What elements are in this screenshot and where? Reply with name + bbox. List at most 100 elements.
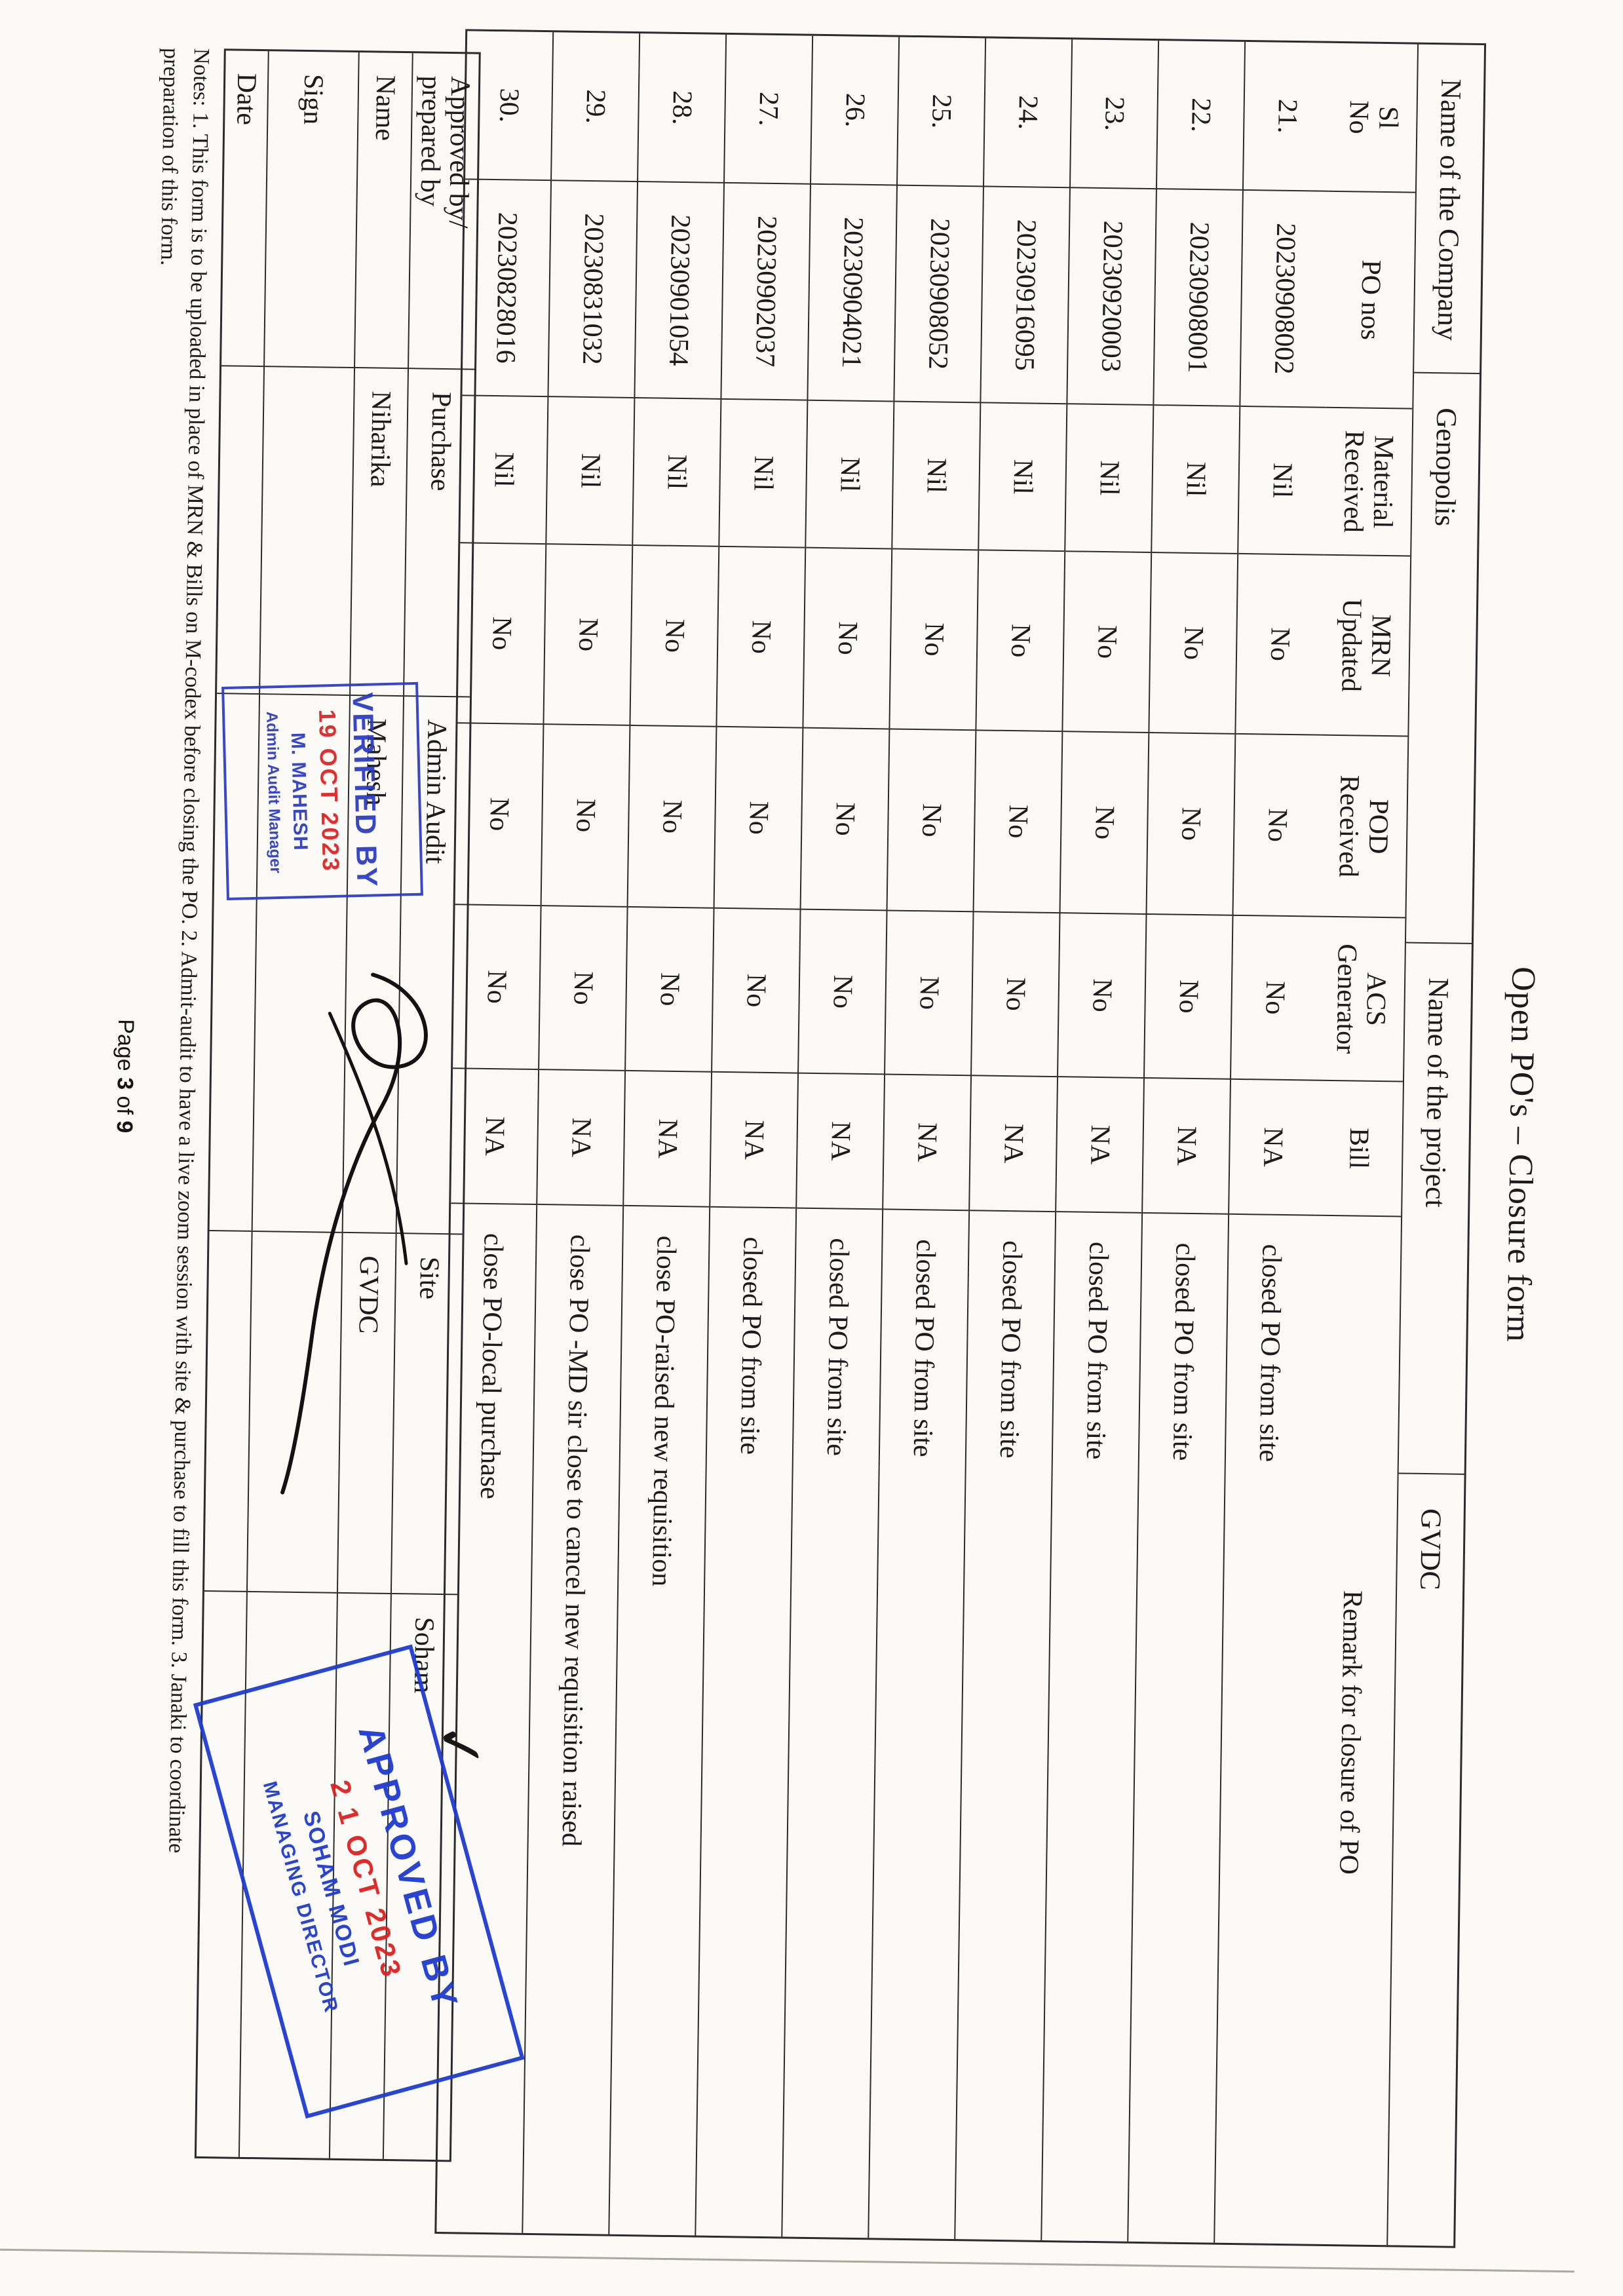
cell-material: Nil [633,397,721,546]
column-header-4: POD Received [1318,734,1408,917]
cell-acs: No [1145,913,1232,1079]
verified-stamp: VERIFIED BY 19 OCT 2023 M. MAHESH Admin … [221,681,423,901]
cell-sl: 23. [1099,96,1130,132]
cell-po: 20230908002 [1240,189,1329,407]
column-header-0: Sl No [1343,100,1403,134]
cell-material: Nil [892,400,980,550]
cell-material: Nil [806,399,894,548]
column-header-3: MRN Updated [1321,554,1411,736]
company-label: Name of the Company [1432,79,1468,341]
footer-page-number: 3 [112,1077,138,1090]
cell-mrn: No [1149,552,1238,733]
company-value: Genopolis [1405,372,1480,943]
verified-stamp-role: Admin Audit Manager [263,711,285,874]
name-row-label: Name [369,75,401,142]
cell-pod: No [541,723,630,906]
cell-remark: closed PO from site [955,1210,1056,2244]
cell-mrn: No [1063,550,1151,732]
page-title: Open PO's – Closure form [1499,966,1542,1343]
cell-acs: No [1058,912,1146,1077]
cell-mrn: No [890,548,978,730]
footer-page-total: 9 [111,1120,137,1134]
cell-acs: No [539,905,627,1070]
sign-purchase-cell [260,366,354,695]
date-purchase-cell [217,365,264,694]
cell-mrn: No [1236,552,1324,735]
cell-sl: 27. [753,91,784,126]
verified-stamp-name: M. MAHESH [286,732,312,851]
cell-pod: No [1233,733,1322,916]
cell-po: 20230908001 [1154,188,1242,406]
cell-sl: 29. [580,89,611,124]
date-site-cell [204,1230,252,1591]
cell-material: Nil [1238,405,1326,554]
column-header-5: ACS Generator [1316,915,1405,1081]
cell-bill: NA [970,1075,1058,1212]
cell-remark: close PO -MD sir close to cancel new req… [523,1204,623,2238]
cell-bill: NA [1056,1076,1144,1212]
cell-material: Nil [719,398,807,547]
approved-by-line1: Approved by/ [443,75,476,229]
cell-remark: closed PO from site [869,1208,969,2244]
cell-sl: 26. [839,92,871,128]
page-footer: Page 3 of 9 [111,1019,138,1133]
column-header-7: Remark for closure of PO [1300,1214,1402,2249]
column-header-2: Material Received [1324,406,1413,556]
cell-acs: No [1231,914,1319,1080]
cell-po: 20230831032 [548,180,638,397]
cell-sl: 24. [1012,95,1044,130]
cell-pod: No [1060,731,1149,913]
date-soham-cell [196,1590,246,2161]
po-table: Name of the Company Genopolis Name of th… [434,29,1487,2250]
verified-stamp-date: 19 OCT 2023 [313,709,345,873]
column-header-6: Bill [1314,1079,1403,1216]
page-edge-shadow [0,2248,1575,2273]
cell-bill: NA [797,1072,885,1209]
cell-po: 20230904021 [808,183,897,401]
cell-mrn: No [717,545,805,727]
cell-pod: No [714,725,803,909]
cell-bill: NA [1143,1077,1231,1214]
cell-material: Nil [979,402,1067,551]
cell-pod: No [887,728,976,911]
approved-prepared-label: Approved by/ prepared by [409,53,479,368]
approved-by-line2: prepared by [414,75,447,207]
po-table-rows: 21. 20230908002 Nil No No No NA closed PO from … [436,31,1331,2248]
cell-acs: No [885,909,973,1075]
cell-bill: NA [624,1069,712,1206]
cell-mrn: No [630,544,719,726]
cell-remark: closed PO from site [1042,1211,1142,2246]
cell-po: 20230908052 [894,184,983,402]
cell-remark: closed PO from site [696,1206,796,2241]
cell-po: 20230901054 [635,181,724,398]
name-purchase-value: Niharika [351,367,408,696]
cell-acs: No [712,907,800,1073]
column-header-1: PO nos [1326,190,1415,408]
cell-acs: No [626,906,714,1071]
project-label: Name of the project [1398,942,1472,1474]
cell-po: 20230902037 [721,182,811,400]
cell-material: Nil [1065,403,1153,552]
column-purchase: Purchase [404,368,475,697]
cell-acs: No [799,908,887,1074]
verified-stamp-title: VERIFIED BY [346,692,383,889]
cell-acs: No [972,911,1060,1077]
cell-pod: No [628,724,716,908]
cell-po: 20230920003 [1067,187,1156,405]
cell-bill: NA [883,1073,971,1210]
date-row-label: Date [231,73,262,126]
cell-material: Nil [546,396,634,545]
cell-bill: NA [710,1071,798,1208]
cell-material: Nil [1152,404,1240,553]
sign-row-label: Sign [297,73,329,125]
cell-sl: 21. [1272,98,1303,134]
cell-bill: NA [537,1069,625,1205]
footer-word-page: Page [113,1018,139,1071]
cell-mrn: No [544,543,632,725]
cell-pod: No [801,727,889,910]
cell-sl: 28. [666,90,698,126]
cell-pod: No [1147,732,1235,915]
signature-scrawl [280,972,428,1495]
cell-mrn: No [803,546,892,729]
